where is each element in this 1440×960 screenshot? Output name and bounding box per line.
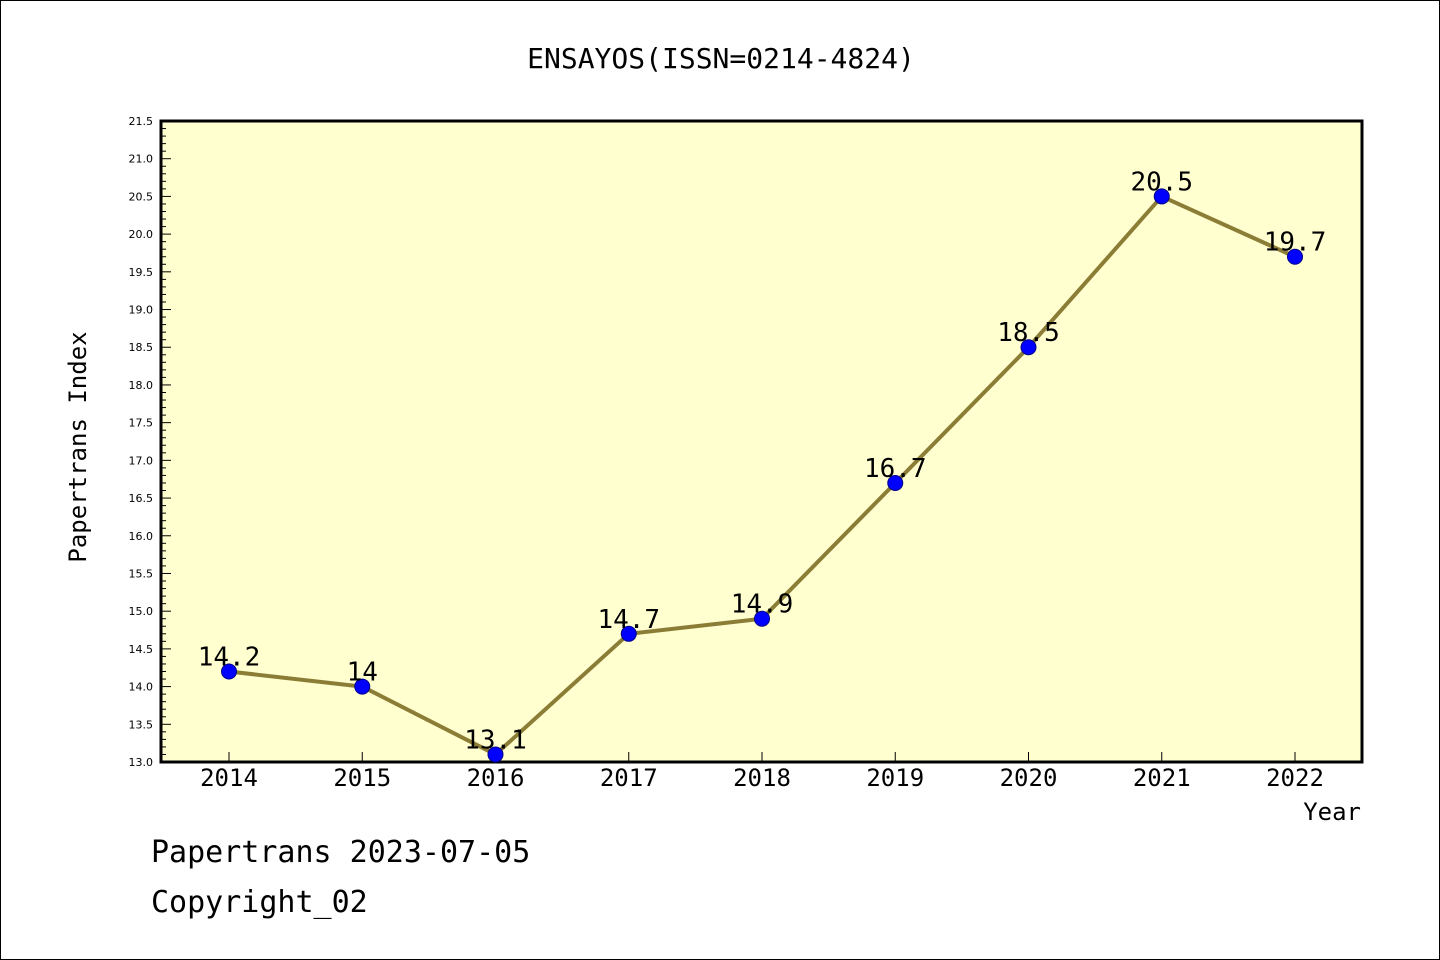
y-tick-label: 19.0: [129, 304, 154, 317]
y-tick-label: 18.0: [129, 379, 154, 392]
y-tick-label: 15.0: [129, 605, 154, 618]
y-tick-label: 20.5: [129, 190, 154, 203]
x-tick-label: 2015: [333, 764, 391, 792]
data-point: [887, 474, 904, 491]
y-tick-label: 15.5: [129, 567, 154, 580]
y-tick-label: 20.0: [129, 228, 154, 241]
x-axis-label: Year: [1303, 798, 1361, 826]
data-label: 14.9: [731, 590, 794, 620]
data-point: [1020, 339, 1037, 356]
data-label: 13.1: [464, 725, 527, 755]
x-tick-label: 2016: [467, 764, 525, 792]
series-group: 14.2 14 13.1 14.7 14.9 16.7 18.5 20.5 19.7: [198, 167, 1327, 763]
data-point: [354, 678, 371, 695]
footer-date-text: Papertrans 2023-07-05: [151, 835, 531, 870]
data-label: 19.7: [1264, 228, 1327, 258]
x-tick-label: 2020: [1000, 764, 1058, 792]
data-label: 14.7: [597, 605, 660, 635]
y-tick-label: 14.5: [129, 643, 154, 656]
x-tick-label: 2018: [733, 764, 791, 792]
y-tick-label: 18.5: [129, 341, 154, 354]
chart-title: ENSAYOS(ISSN=0214-4824): [527, 42, 915, 75]
y-tick-label: 17.5: [129, 417, 154, 430]
data-point: [754, 610, 770, 627]
plot-area: [159, 119, 1364, 764]
x-tick-label: 2019: [866, 764, 924, 792]
y-tick-label: 16.5: [129, 492, 154, 505]
data-label: 14.2: [198, 643, 261, 673]
y-tick-label: 13.0: [129, 756, 154, 769]
y-tick-label: 14.0: [129, 681, 154, 694]
x-tick-label: 2017: [600, 764, 658, 792]
data-label: 16.7: [864, 454, 927, 484]
data-label: 20.5: [1130, 167, 1193, 197]
y-tick-label: 19.5: [129, 266, 154, 279]
y-tick-label: 17.0: [129, 454, 154, 467]
footer-copyright-text: Copyright_02: [151, 885, 368, 920]
y-axis-label: Papertrans Index: [64, 331, 92, 562]
y-tick-label: 13.5: [129, 718, 154, 731]
data-point: [1287, 248, 1303, 265]
y-tick-label: 16.0: [129, 530, 154, 543]
data-point: [620, 625, 637, 642]
x-tick-label: 2022: [1266, 764, 1324, 792]
data-label: 14: [347, 658, 378, 688]
y-tick-label: 21.5: [129, 115, 154, 128]
x-axis: 2014 2015 2016 2017 2018 2019 2020 2021 2022: [200, 752, 1324, 792]
data-label: 18.5: [997, 318, 1060, 348]
y-tick-label: 21.0: [129, 153, 154, 166]
data-point: [487, 746, 504, 763]
x-tick-label: 2014: [200, 764, 258, 792]
y-axis: 13.0 13.5 14.0 14.5 15.0 15.5 16.0 16.5 17.0 17.5…: [129, 115, 171, 769]
data-point: [1153, 188, 1170, 205]
data-point: [221, 663, 237, 680]
x-tick-label: 2021: [1133, 764, 1191, 792]
